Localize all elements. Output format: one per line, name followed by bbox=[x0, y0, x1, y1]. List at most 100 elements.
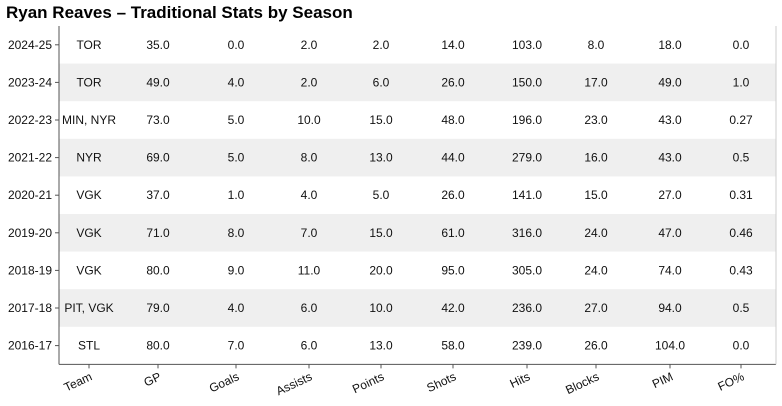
table-cell: 94.0 bbox=[658, 301, 682, 315]
table-cell: 0.0 bbox=[733, 38, 750, 52]
table-cell: 0.0 bbox=[228, 38, 245, 52]
table-cell: 0.0 bbox=[733, 339, 750, 353]
table-cell: 6.0 bbox=[301, 339, 318, 353]
table-cell: 2.0 bbox=[301, 38, 318, 52]
table-cell: 305.0 bbox=[512, 263, 542, 277]
table-cell: 1.0 bbox=[733, 75, 750, 89]
table-cell: 80.0 bbox=[146, 339, 170, 353]
column-label: Assists bbox=[274, 369, 314, 398]
table-cell: 8.0 bbox=[228, 226, 245, 240]
table-cell: VGK bbox=[76, 226, 101, 240]
table-cell: 10.0 bbox=[297, 113, 321, 127]
table-cell: 48.0 bbox=[441, 113, 465, 127]
table-cell: 24.0 bbox=[584, 263, 608, 277]
table-cell: 37.0 bbox=[146, 188, 170, 202]
season-label: 2021-22 bbox=[8, 151, 52, 165]
table-cell: VGK bbox=[76, 188, 101, 202]
table-cell: 2.0 bbox=[373, 38, 390, 52]
table-cell: 0.5 bbox=[733, 301, 750, 315]
column-label: Hits bbox=[508, 369, 533, 390]
table-cell: 10.0 bbox=[369, 301, 393, 315]
table-cell: 2.0 bbox=[301, 75, 318, 89]
table-cell: 27.0 bbox=[584, 301, 608, 315]
column-label: Blocks bbox=[563, 369, 601, 397]
table-cell: 103.0 bbox=[512, 38, 542, 52]
table-cell: 141.0 bbox=[512, 188, 542, 202]
table-cell: 26.0 bbox=[584, 339, 608, 353]
table-cell: 23.0 bbox=[584, 113, 608, 127]
column-label: Points bbox=[350, 369, 386, 396]
table-cell: 49.0 bbox=[658, 75, 682, 89]
table-cell: 239.0 bbox=[512, 339, 542, 353]
table-cell: 5.0 bbox=[228, 151, 245, 165]
table-cell: 24.0 bbox=[584, 226, 608, 240]
table-cell: 47.0 bbox=[658, 226, 682, 240]
table-cell: 35.0 bbox=[146, 38, 170, 52]
table-cell: 0.5 bbox=[733, 151, 750, 165]
table-cell: 196.0 bbox=[512, 113, 542, 127]
table-cell: 71.0 bbox=[146, 226, 170, 240]
table-cell: 7.0 bbox=[301, 226, 318, 240]
column-label: Team bbox=[62, 369, 95, 394]
table-cell: 1.0 bbox=[228, 188, 245, 202]
table-cell: TOR bbox=[76, 75, 101, 89]
table-cell: 13.0 bbox=[369, 339, 393, 353]
table-cell: 42.0 bbox=[441, 301, 465, 315]
table-cell: NYR bbox=[76, 151, 102, 165]
table-cell: 69.0 bbox=[146, 151, 170, 165]
table-cell: 80.0 bbox=[146, 263, 170, 277]
season-label: 2017-18 bbox=[8, 301, 52, 315]
table-cell: TOR bbox=[76, 38, 101, 52]
table-cell: 49.0 bbox=[146, 75, 170, 89]
season-label: 2019-20 bbox=[8, 226, 52, 240]
table-cell: 16.0 bbox=[584, 151, 608, 165]
season-label: 2020-21 bbox=[8, 188, 52, 202]
season-label: 2024-25 bbox=[8, 38, 52, 52]
table-cell: 73.0 bbox=[146, 113, 170, 127]
table-cell: 11.0 bbox=[298, 263, 321, 277]
table-cell: STL bbox=[78, 339, 100, 353]
row-stripe bbox=[59, 214, 776, 252]
table-cell: 4.0 bbox=[301, 188, 318, 202]
table-cell: 43.0 bbox=[658, 113, 682, 127]
table-cell: MIN, NYR bbox=[62, 113, 116, 127]
column-label: PIM bbox=[650, 369, 675, 391]
table-cell: 0.46 bbox=[729, 226, 753, 240]
table-cell: 236.0 bbox=[512, 301, 542, 315]
season-label: 2018-19 bbox=[8, 263, 52, 277]
column-label: Shots bbox=[425, 369, 459, 395]
row-stripe bbox=[59, 138, 776, 177]
table-cell: 0.27 bbox=[729, 113, 753, 127]
row-stripe bbox=[59, 289, 776, 327]
season-label: 2023-24 bbox=[8, 75, 52, 89]
table-cell: 79.0 bbox=[146, 301, 170, 315]
table-cell: 14.0 bbox=[441, 38, 465, 52]
table-cell: 26.0 bbox=[441, 188, 465, 202]
table-cell: 5.0 bbox=[373, 188, 390, 202]
table-cell: 9.0 bbox=[228, 263, 245, 277]
table-cell: 20.0 bbox=[369, 263, 393, 277]
table-cell: 61.0 bbox=[441, 226, 465, 240]
table-cell: 74.0 bbox=[658, 263, 682, 277]
row-stripe bbox=[59, 63, 776, 102]
table-cell: 4.0 bbox=[228, 301, 245, 315]
table-cell: 6.0 bbox=[373, 75, 390, 89]
table-cell: 7.0 bbox=[228, 339, 245, 353]
table-cell: 150.0 bbox=[512, 75, 542, 89]
table-cell: 43.0 bbox=[658, 151, 682, 165]
table-cell: 6.0 bbox=[301, 301, 318, 315]
table-cell: 8.0 bbox=[588, 38, 605, 52]
column-label: GP bbox=[142, 369, 164, 389]
table-cell: 95.0 bbox=[441, 263, 465, 277]
column-label: FO% bbox=[716, 369, 747, 393]
table-cell: 8.0 bbox=[301, 151, 318, 165]
table-cell: 18.0 bbox=[658, 38, 682, 52]
table-cell: 27.0 bbox=[658, 188, 682, 202]
table-cell: 58.0 bbox=[441, 339, 465, 353]
table-cell: 104.0 bbox=[655, 339, 685, 353]
table-cell: 5.0 bbox=[228, 113, 245, 127]
table-cell: PIT, VGK bbox=[64, 301, 113, 315]
column-label: Goals bbox=[207, 369, 241, 395]
table-cell: 26.0 bbox=[441, 75, 465, 89]
